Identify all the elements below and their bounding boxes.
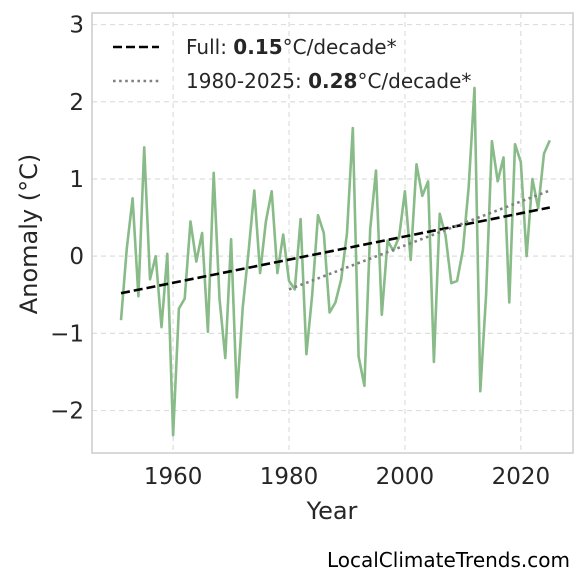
x-tick-label: 2020: [492, 464, 551, 490]
legend-recent-suffix: °C/decade*: [357, 69, 471, 93]
recent-trend-line: [288, 189, 551, 291]
x-axis-label: Year: [306, 497, 358, 525]
series-layer: [119, 86, 551, 437]
grid: [92, 13, 573, 453]
y-axis-label: Anomaly (°C): [15, 154, 43, 314]
legend-recent-rate: 0.28: [308, 69, 357, 93]
plot-frame: [91, 12, 574, 454]
legend-full-prefix: Full:: [186, 35, 233, 59]
x-tick-label: 1960: [144, 464, 203, 490]
legend: Full: 0.15°C/decade* 1980-2025: 0.28°C/d…: [113, 35, 471, 93]
legend-full-suffix: °C/decade*: [283, 35, 397, 59]
legend-full-rate: 0.15: [233, 35, 282, 59]
y-tick-label: 0: [69, 244, 84, 270]
x-tick-label: 1980: [260, 464, 319, 490]
credit-text: LocalClimateTrends.com: [326, 548, 570, 572]
legend-label-recent: 1980-2025: 0.28°C/decade*: [186, 69, 471, 93]
legend-recent-prefix: 1980-2025:: [186, 69, 308, 93]
y-tick-label: 3: [69, 13, 84, 39]
full-trend-line: [120, 206, 551, 295]
x-tick-label: 2000: [376, 464, 435, 490]
anomaly-series-line: [119, 86, 551, 437]
legend-label-full: Full: 0.15°C/decade*: [186, 35, 397, 59]
y-tick-label: −2: [50, 399, 84, 425]
y-tick-label: 1: [69, 167, 84, 193]
tick-labels: 1960 1980 2000 2020 −2 −1 0 1 2 3: [50, 13, 550, 490]
y-tick-label: −1: [50, 321, 84, 347]
y-tick-label: 2: [69, 90, 84, 116]
